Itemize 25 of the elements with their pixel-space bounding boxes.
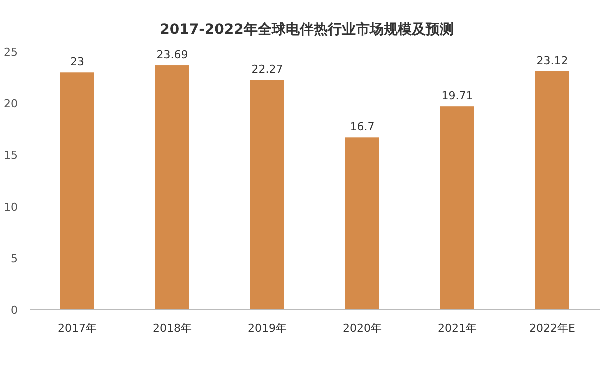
y-tick-label: 25 (4, 46, 18, 59)
data-label: 16.7 (350, 120, 375, 134)
bar (60, 72, 94, 310)
y-tick-label: 20 (4, 98, 18, 111)
data-label: 22.27 (252, 63, 284, 76)
x-tick-label: 2021年 (438, 322, 477, 335)
x-tick-label: 2017年 (58, 322, 97, 335)
y-tick-label: 15 (4, 149, 18, 162)
bar (346, 138, 380, 310)
x-tick-label: 2019年 (248, 322, 287, 335)
x-tick-label: 2022年E (530, 322, 576, 335)
data-label: 23 (70, 56, 84, 69)
bar (536, 71, 570, 310)
bar (156, 66, 190, 310)
bar (440, 106, 474, 310)
data-label: 23.12 (536, 54, 568, 68)
y-tick-label: 5 (11, 252, 18, 266)
y-tick-label: 10 (4, 200, 18, 214)
x-tick-label: 2018年 (153, 322, 192, 335)
data-label: 23.69 (156, 48, 188, 62)
bar (250, 80, 284, 310)
y-tick-label: 0 (11, 304, 18, 317)
data-label: 19.71 (442, 90, 474, 103)
x-tick-label: 2020年 (343, 322, 382, 335)
chart-title: 2017-2022年全球电伴热行业市场规模及预测 (160, 21, 454, 38)
